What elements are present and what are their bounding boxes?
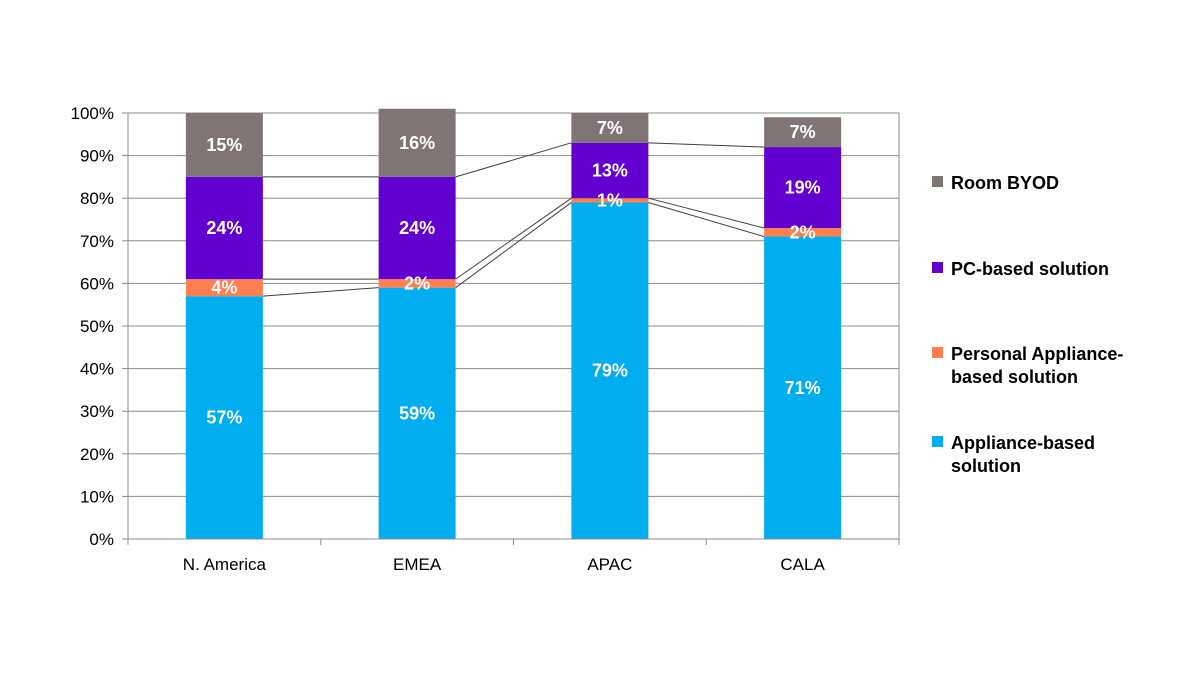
y-tick-label: 70% xyxy=(80,232,114,251)
series-line xyxy=(648,142,765,148)
series-lines xyxy=(262,142,765,297)
bars xyxy=(185,108,842,540)
series-line xyxy=(648,197,765,229)
series-line xyxy=(648,201,765,238)
bar-segment xyxy=(185,279,263,297)
data-label: 79% xyxy=(592,361,628,381)
y-tick-label: 60% xyxy=(80,274,114,293)
bar-segment xyxy=(571,198,649,203)
legend-item-pc-based: PC-based solution xyxy=(932,258,1171,281)
y-tick-label: 90% xyxy=(80,147,114,166)
bar-segment xyxy=(571,142,649,199)
data-label: 24% xyxy=(206,218,242,238)
axes: 0% 10% 20% 30% 40% 50% 60% 70% 80% 90% 100% N. Amer… xyxy=(71,104,900,574)
data-label: 4% xyxy=(211,278,237,298)
legend-item-appliance-based: Appliance-based solution xyxy=(932,432,1131,478)
bar-segment xyxy=(764,147,842,229)
y-tick-label: 20% xyxy=(80,445,114,464)
bar-segment xyxy=(185,113,263,177)
bar-segment xyxy=(378,287,456,539)
legend: Room BYOD PC-based solution Personal App… xyxy=(932,0,1192,675)
data-label: 15% xyxy=(206,135,242,155)
series-line xyxy=(262,287,379,297)
series-line xyxy=(455,202,572,289)
y-tick-label: 50% xyxy=(80,317,114,336)
x-tick-label: N. America xyxy=(183,555,267,574)
y-tick-label: 80% xyxy=(80,189,114,208)
data-label: 24% xyxy=(399,218,435,238)
bar-segment xyxy=(571,202,649,539)
x-tick-label: EMEA xyxy=(393,555,442,574)
y-tick-label: 0% xyxy=(89,530,114,549)
data-label: 7% xyxy=(790,122,816,142)
legend-swatch xyxy=(932,347,943,358)
bar-segment xyxy=(185,296,263,539)
y-tick-label: 30% xyxy=(80,402,114,421)
bar-segment xyxy=(378,108,456,177)
legend-swatch xyxy=(932,176,943,187)
data-label: 2% xyxy=(404,273,430,293)
x-tick-label: CALA xyxy=(780,555,825,574)
bar-segment xyxy=(185,176,263,280)
x-tick-label: APAC xyxy=(587,555,632,574)
bar-segment xyxy=(571,113,649,143)
bar-segment xyxy=(764,117,842,148)
bar-segment xyxy=(378,279,456,288)
legend-label: Room BYOD xyxy=(951,173,1059,193)
data-label: 19% xyxy=(785,178,821,198)
data-label: 2% xyxy=(790,222,816,242)
bar-segment xyxy=(378,176,456,280)
y-tick-label: 10% xyxy=(80,487,114,506)
data-label: 1% xyxy=(597,190,623,210)
legend-swatch xyxy=(932,262,943,273)
y-tick-label: 100% xyxy=(71,104,114,123)
bar-segment xyxy=(764,228,842,237)
data-label: 13% xyxy=(592,161,628,181)
series-line xyxy=(455,197,572,280)
series-line xyxy=(455,142,572,178)
data-label: 16% xyxy=(399,133,435,153)
legend-swatch xyxy=(932,436,943,447)
legend-item-room-byod: Room BYOD xyxy=(932,172,1171,195)
legend-label: Appliance-based solution xyxy=(951,433,1096,476)
data-labels: 57% 59% 79% 71% 4% 2% 1% 2% 24% 24% 13% 19% 15% 16% 7%… xyxy=(206,118,820,428)
legend-label: Personal Appliance-based solution xyxy=(951,344,1124,387)
y-tick-label: 40% xyxy=(80,360,114,379)
legend-label: PC-based solution xyxy=(951,259,1110,279)
legend-item-personal-appliance: Personal Appliance-based solution xyxy=(932,343,1161,389)
data-label: 59% xyxy=(399,403,435,423)
bar-segment xyxy=(764,236,842,540)
data-label: 57% xyxy=(206,408,242,428)
data-label: 7% xyxy=(597,118,623,138)
data-label: 71% xyxy=(785,378,821,398)
